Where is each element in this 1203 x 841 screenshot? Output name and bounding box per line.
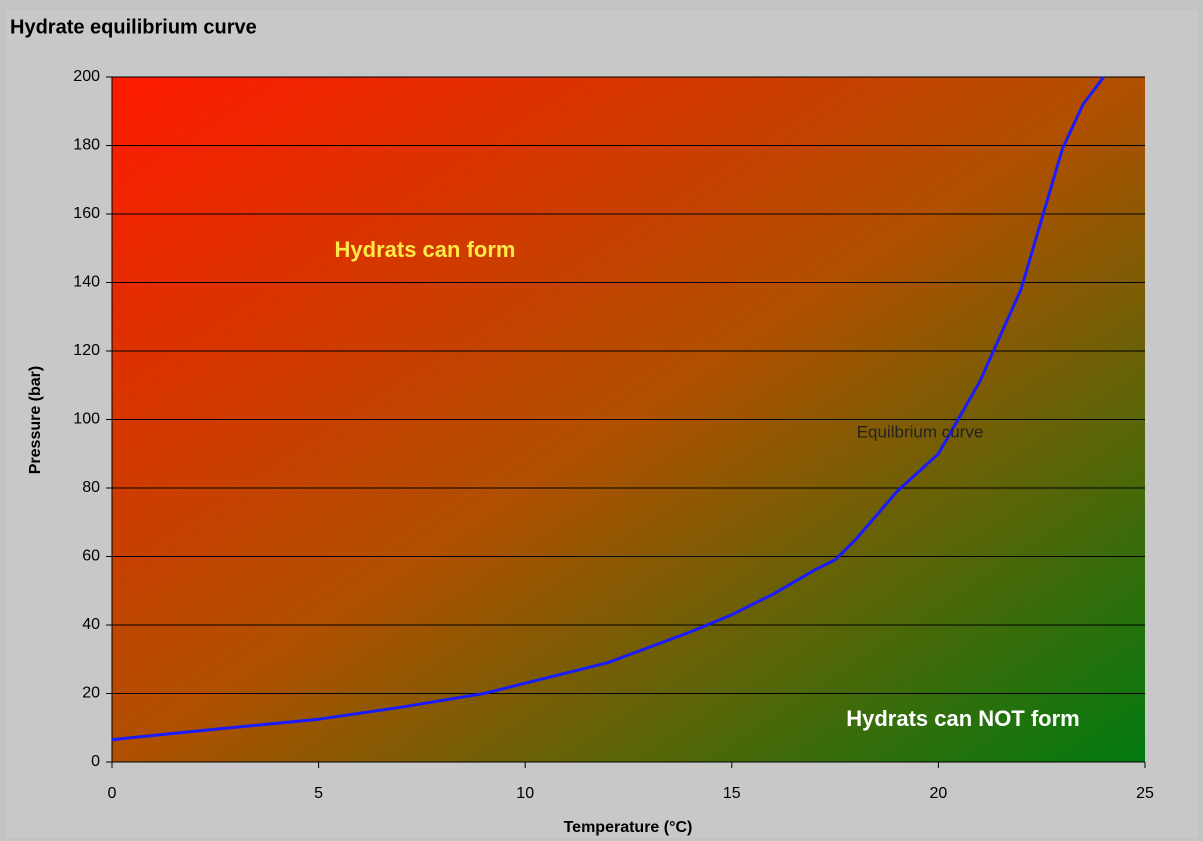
x-tick-label: 20: [930, 785, 948, 802]
x-tick-label: 15: [723, 785, 741, 802]
annotation: Hydrats can form: [335, 237, 516, 262]
y-tick-label: 200: [73, 68, 100, 85]
annotation: Hydrats can NOT form: [846, 706, 1080, 731]
y-tick-label: 60: [82, 548, 100, 565]
y-axis-label: Pressure (bar): [27, 366, 44, 475]
y-tick-label: 140: [73, 274, 100, 291]
x-tick-label: 10: [516, 785, 534, 802]
equilibrium-curve: [111, 76, 1105, 742]
x-tick-label: 0: [108, 785, 117, 802]
y-tick-label: 0: [91, 753, 100, 770]
annotation: Equilbrium curve: [857, 422, 984, 441]
chart-title: Hydrate equilibrium curve: [10, 16, 257, 38]
x-tick-label: 25: [1136, 785, 1154, 802]
plot: 0 20 40 60 80 100 120 140 160 180 200 0 5 10 15 20 25: [73, 68, 1154, 802]
y-tick-label: 120: [73, 342, 100, 359]
y-tick-label: 40: [82, 616, 100, 633]
y-tick-label: 180: [73, 137, 100, 154]
x-axis-label: Temperature (°C): [564, 819, 693, 836]
y-tick-label: 160: [73, 205, 100, 222]
y-tick-label: 80: [82, 479, 100, 496]
y-tick-label: 20: [82, 685, 100, 702]
y-tick-label: 100: [73, 411, 100, 428]
x-tick-label: 5: [314, 785, 323, 802]
